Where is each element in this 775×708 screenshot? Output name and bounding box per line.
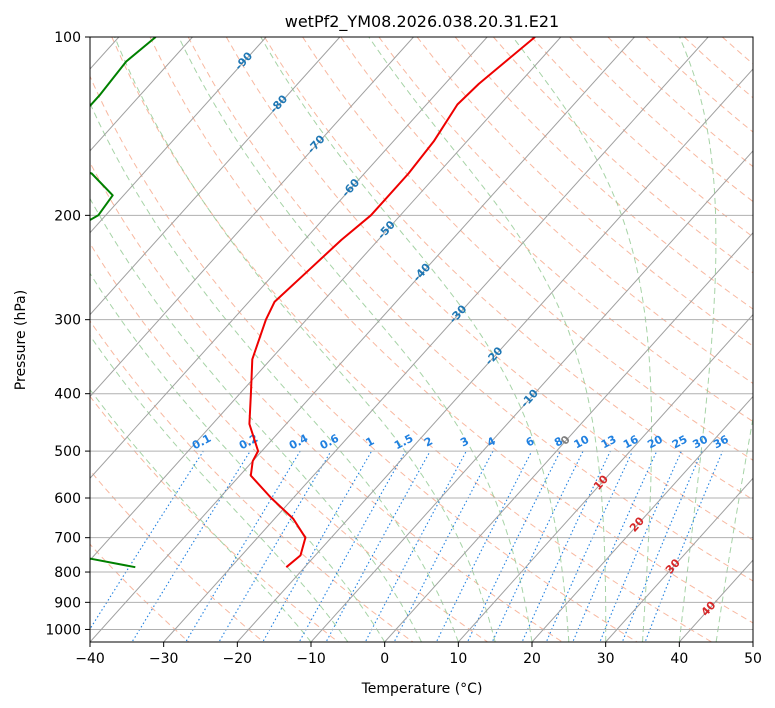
mixing-ratio-label: 16 [621, 433, 641, 452]
mixing-ratio-line [218, 450, 332, 642]
y-tick-label: 900 [54, 595, 81, 611]
x-tick-label: −40 [75, 651, 105, 667]
dry-adiabat [340, 37, 753, 423]
x-tick-label: 20 [523, 651, 541, 667]
y-tick-label: 300 [54, 313, 81, 329]
isotherm [90, 37, 341, 316]
x-axis-ticks: −40 −30 −20 −10 0 10 20 30 40 50 [75, 642, 762, 667]
x-tick-label: 0 [380, 651, 389, 667]
moist-adiabat [368, 37, 607, 642]
y-tick-label: 800 [54, 565, 81, 581]
y-tick-label: 500 [54, 444, 81, 460]
isotherms [90, 37, 753, 642]
dry-adiabat [90, 395, 340, 642]
moist-adiabat [114, 37, 496, 642]
mixing-ratio-line [521, 450, 611, 642]
mixing-ratio-label: 25 [670, 433, 690, 452]
isotherm [90, 37, 414, 398]
mixing-ratio-line [393, 450, 494, 642]
chart-title: wetPf2_YM08.2026.038.20.31.E21 [285, 12, 559, 32]
y-tick-label: 200 [54, 208, 81, 224]
moist-adiabat [90, 102, 459, 642]
dewpoint-line [90, 37, 157, 569]
isotherm [90, 37, 635, 642]
mixing-ratio-label: 36 [711, 433, 731, 452]
isotherm [457, 313, 753, 642]
pressure-gridlines [90, 37, 753, 630]
mixing-ratio-line [599, 450, 682, 642]
dry-adiabat [187, 37, 753, 582]
mixing-ratio-label: 20 [645, 433, 665, 452]
x-tick-label: −10 [296, 651, 326, 667]
isotherm [90, 37, 488, 480]
moist-adiabat [715, 415, 753, 642]
x-tick-label: 40 [670, 651, 688, 667]
dry-adiabat [90, 320, 414, 642]
plot-frame [89, 36, 754, 643]
isotherm [605, 477, 753, 642]
temperature-line [248, 37, 536, 568]
y-tick-label: 400 [54, 387, 81, 403]
dry-adiabat [90, 75, 638, 642]
y-tick-label: 600 [54, 491, 81, 507]
moist-adiabat [90, 272, 386, 642]
x-tick-label: 30 [597, 651, 615, 667]
mixing-ratio-label: 10 [572, 433, 592, 452]
isotherm [90, 37, 267, 234]
mixing-ratio-label: 13 [599, 433, 619, 452]
x-tick-label: −30 [149, 651, 179, 667]
isotherm [384, 231, 753, 642]
mixing-ratio-line [491, 450, 584, 642]
mixing-ratio-line [131, 450, 251, 642]
y-axis-ticks: 100 200 300 400 500 600 700 800 900 1000 [45, 30, 90, 638]
x-tick-label: 50 [744, 651, 762, 667]
y-tick-label: 1000 [45, 622, 81, 638]
sounding-series [90, 37, 536, 569]
isotherm [90, 37, 193, 152]
isotherm [90, 37, 562, 561]
y-tick-label: 100 [54, 30, 81, 46]
isotherm [236, 68, 753, 642]
mixing-ratio-line [621, 450, 703, 642]
x-axis-label: Temperature (°C) [361, 681, 483, 697]
moist-adiabat [260, 37, 570, 642]
x-tick-label: −20 [223, 651, 253, 667]
dry-adiabat [378, 37, 753, 385]
dry-adiabat [225, 37, 753, 541]
moist-adiabat [90, 334, 349, 642]
mixing-ratio-label: 30 [690, 433, 710, 452]
dry-adiabat [90, 161, 564, 642]
mixing-ratio-line [644, 450, 724, 642]
y-axis-label: Pressure (hPa) [13, 290, 29, 390]
y-tick-label: 700 [54, 531, 81, 547]
moist-adiabat [678, 37, 717, 642]
x-tick-label: 10 [449, 651, 467, 667]
moist-adiabat [178, 37, 533, 642]
moist-adiabat [512, 37, 653, 642]
isotherm [531, 395, 753, 642]
dry-adiabat [416, 37, 753, 347]
isotherm [310, 150, 753, 642]
dry-adiabat [90, 469, 265, 642]
isotherm [163, 37, 709, 642]
